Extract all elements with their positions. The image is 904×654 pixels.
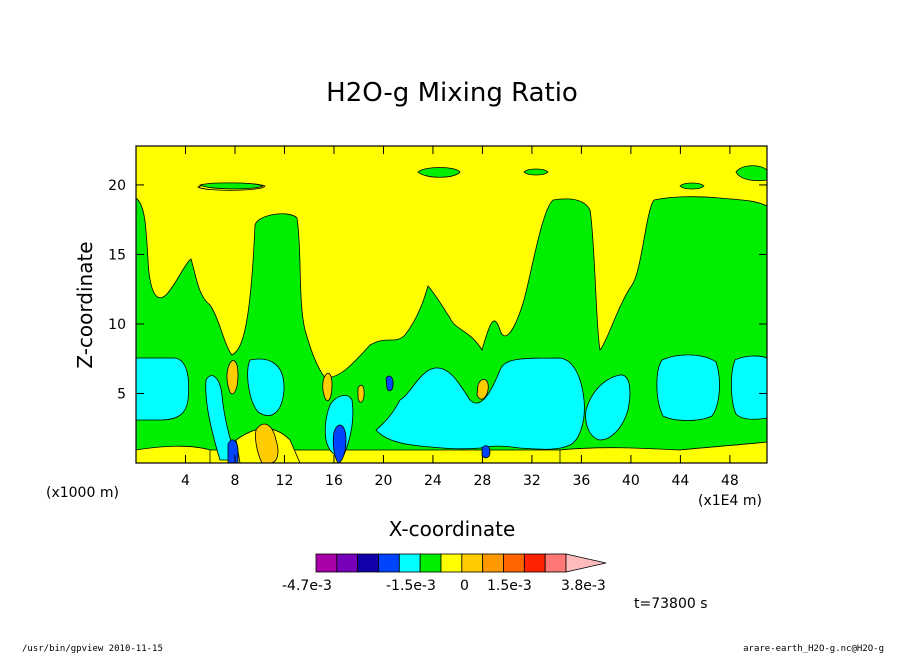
- field-region-blue: [227, 439, 239, 464]
- colorbar: [315, 553, 607, 573]
- field-region-orange: [255, 423, 279, 464]
- x-multiplier-label: (x1E4 m): [698, 493, 762, 509]
- x-tick-label: 12: [276, 473, 294, 489]
- colorbar-segment: [419, 553, 442, 573]
- x-tick-label: 32: [523, 473, 541, 489]
- field-region-blue: [481, 445, 491, 459]
- x-tick-label: 8: [231, 473, 240, 489]
- y-tick-label: 20: [108, 178, 126, 194]
- colorbar-segment: [440, 553, 463, 573]
- field-region-green-patch: [523, 168, 549, 176]
- plot-area: [135, 145, 768, 464]
- colorbar-segment: [336, 553, 359, 573]
- colorbar-label: -4.7e-3: [282, 578, 332, 594]
- y-tick-label: 5: [117, 386, 126, 402]
- field-region-cyan: [585, 374, 631, 441]
- colorbar-segment: [315, 553, 338, 573]
- y-tick-label: 15: [108, 247, 126, 263]
- field-region-cyan: [375, 357, 585, 450]
- colorbar-segment: [482, 553, 504, 573]
- field-region-green-patch: [198, 182, 264, 190]
- x-tick-label: 36: [572, 473, 590, 489]
- x-axis-title: X-coordinate: [389, 517, 516, 541]
- colorbar-segment: [398, 553, 421, 573]
- field-region-cyan: [656, 354, 720, 421]
- field-region-orange: [476, 379, 489, 400]
- colorbar-labels: -4.7e-3 -1.5e-3 0 1.5e-3 3.8e-3: [282, 578, 606, 594]
- field-region-blue: [385, 375, 394, 392]
- colorbar-label: -1.5e-3: [386, 578, 436, 594]
- colorbar-segment: [523, 553, 546, 573]
- y-axis: 5 10 15 20: [108, 178, 767, 402]
- colorbar-segment: [357, 553, 379, 573]
- colorbar-segment: [461, 553, 484, 573]
- colorbar-segment: [544, 553, 567, 573]
- field-region-green-patch: [679, 182, 705, 190]
- field-region-blue: [332, 424, 347, 464]
- field-region-orange: [357, 384, 365, 403]
- chart-title: H2O-g Mixing Ratio: [326, 78, 578, 108]
- colorbar-arrow: [565, 553, 607, 573]
- x-tick-label: 4: [181, 473, 190, 489]
- x-tick-label: 48: [721, 473, 739, 489]
- colorbar-label: 1.5e-3: [487, 578, 532, 594]
- field-region-cyan: [730, 355, 768, 420]
- x-tick-label: 20: [375, 473, 393, 489]
- field-region-orange: [322, 372, 333, 402]
- field-region-yellow-bottom: [559, 441, 768, 464]
- footer-right: arare-earth_H2O-g.nc@H2O-g: [743, 644, 884, 654]
- field-region-orange: [226, 360, 239, 395]
- colorbar-segment: [378, 553, 400, 573]
- field-region-green-patch: [417, 167, 461, 178]
- colorbar-label: 0: [460, 578, 469, 594]
- field-region-cyan: [135, 357, 190, 421]
- x-tick-label: 24: [424, 473, 442, 489]
- x-tick-label: 28: [474, 473, 492, 489]
- x-tick-label: 40: [622, 473, 640, 489]
- colorbar-label: 3.8e-3: [561, 578, 606, 594]
- colorbar-segment: [503, 553, 525, 573]
- x-tick-label: 16: [325, 473, 343, 489]
- plot-frame: [135, 145, 768, 464]
- x-unit-label: (x1000 m): [46, 485, 119, 501]
- x-axis: 4 8 12 16 20 24 28 32 36 40 44 48: [181, 146, 739, 489]
- footer-left: /usr/bin/gpview 2010-11-15: [22, 644, 163, 654]
- y-tick-label: 10: [108, 317, 126, 333]
- y-axis-title: Z-coordinate: [73, 241, 97, 368]
- field-region-cyan: [247, 358, 285, 416]
- time-label: t=73800 s: [634, 596, 708, 612]
- field-region-yellow-bottom: [135, 445, 211, 464]
- x-tick-label: 44: [671, 473, 689, 489]
